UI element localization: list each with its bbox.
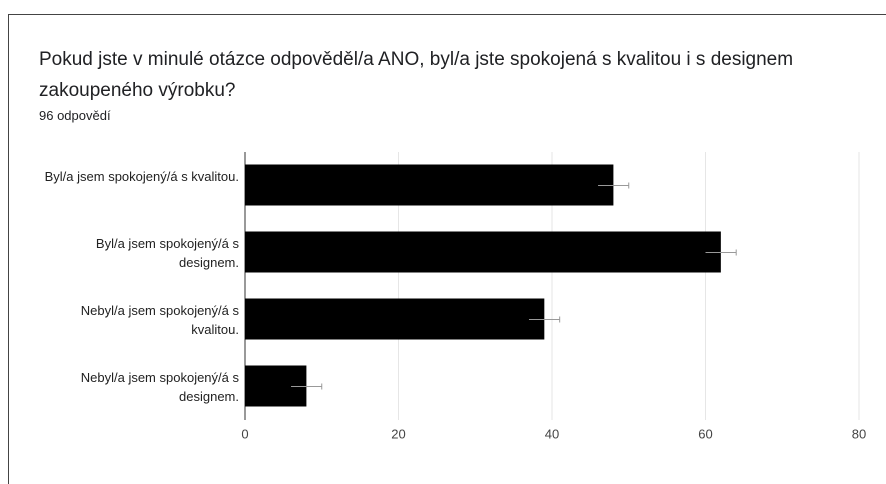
bar xyxy=(245,298,545,340)
bar xyxy=(245,231,721,273)
chart-subtitle: 96 odpovědí xyxy=(39,108,111,123)
x-tick-label: 60 xyxy=(698,426,712,441)
x-tick-label: 80 xyxy=(852,426,866,441)
y-tick-label: Byl/a jsem spokojený/á s designem. xyxy=(95,235,239,270)
y-tick-label: Byl/a jsem spokojený/á s kvalitou. xyxy=(44,168,239,184)
bar xyxy=(245,164,614,206)
x-tick-label: 20 xyxy=(391,426,405,441)
card xyxy=(8,14,886,484)
x-tick-label: 40 xyxy=(545,426,559,441)
y-tick-label: Nebyl/a jsem spokojený/á s kvalitou. xyxy=(80,302,239,337)
x-tick-label: 0 xyxy=(241,426,248,441)
y-tick-label: Nebyl/a jsem spokojený/á s designem. xyxy=(80,369,239,404)
chart-title: Pokud jste v minulé otázce odpověděl/a A… xyxy=(39,49,794,101)
